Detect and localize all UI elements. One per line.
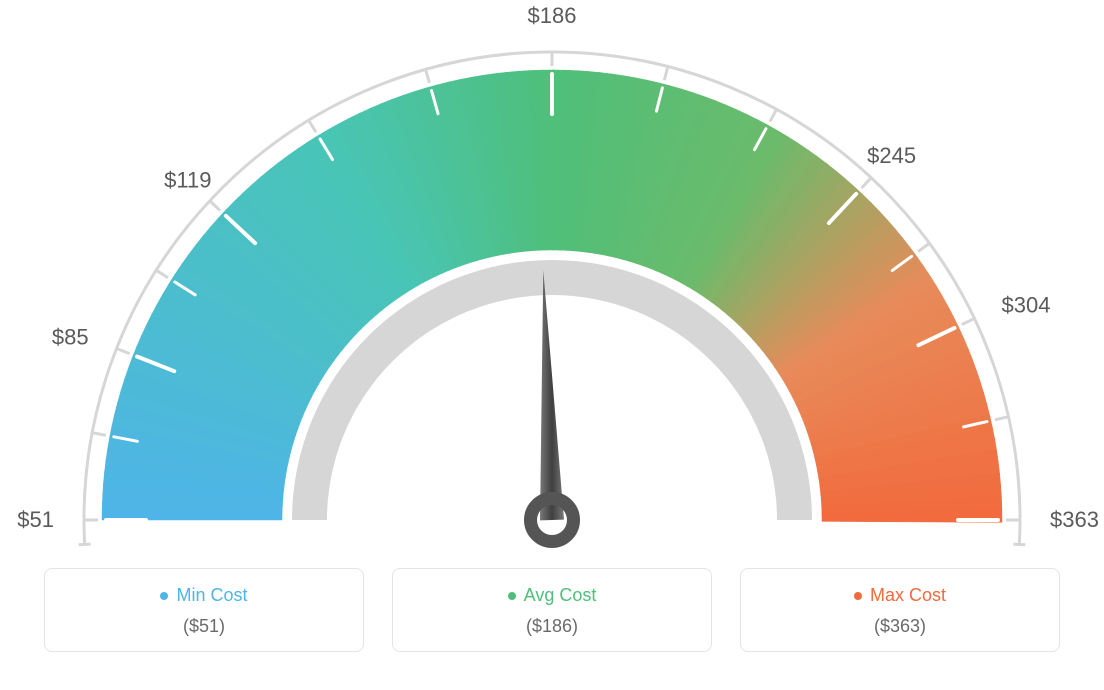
scale-tick (962, 319, 974, 325)
gauge-needle (540, 270, 564, 520)
legend-label: Min Cost (176, 585, 247, 606)
scale-tick (664, 68, 667, 81)
legend-value: ($363) (753, 616, 1047, 637)
legend-card-min: Min Cost ($51) (44, 568, 364, 652)
legend-value: ($51) (57, 616, 351, 637)
legend-card-max: Max Cost ($363) (740, 568, 1060, 652)
legend-card-avg: Avg Cost ($186) (392, 568, 712, 652)
legend-label: Max Cost (870, 585, 946, 606)
legend-dot-icon (854, 592, 862, 600)
scale-tick (93, 433, 106, 435)
legend-row: Min Cost ($51) Avg Cost ($186) Max Cost ($363… (0, 568, 1104, 652)
legend-dot-icon (160, 592, 168, 600)
scale-endcap (79, 544, 91, 545)
tick-label: $363 (1050, 507, 1099, 532)
scale-tick (210, 202, 220, 211)
legend-label: Avg Cost (524, 585, 597, 606)
tick-label: $304 (1001, 293, 1050, 318)
scale-tick (918, 244, 928, 252)
scale-tick (862, 178, 871, 188)
tick-label: $51 (17, 507, 54, 532)
scale-tick (157, 271, 168, 278)
scale-endcap (1013, 544, 1025, 545)
gauge-svg: $51 $85 $119 $186 $245 $304 $363 (0, 0, 1104, 560)
legend-value: ($186) (405, 616, 699, 637)
scale-tick (117, 349, 129, 354)
cost-gauge-chart: $51 $85 $119 $186 $245 $304 $363 (0, 0, 1104, 560)
tick-label: $186 (528, 3, 577, 28)
legend-title: Min Cost (160, 585, 247, 606)
legend-title: Avg Cost (508, 585, 597, 606)
scale-tick (995, 417, 1008, 420)
legend-title: Max Cost (854, 585, 946, 606)
tick-label: $119 (164, 167, 211, 192)
tick-label: $245 (867, 143, 916, 168)
tick-label: $85 (52, 324, 89, 349)
scale-tick (426, 70, 430, 83)
scale-tick (770, 110, 776, 121)
scale-tick (309, 121, 316, 132)
legend-dot-icon (508, 592, 516, 600)
